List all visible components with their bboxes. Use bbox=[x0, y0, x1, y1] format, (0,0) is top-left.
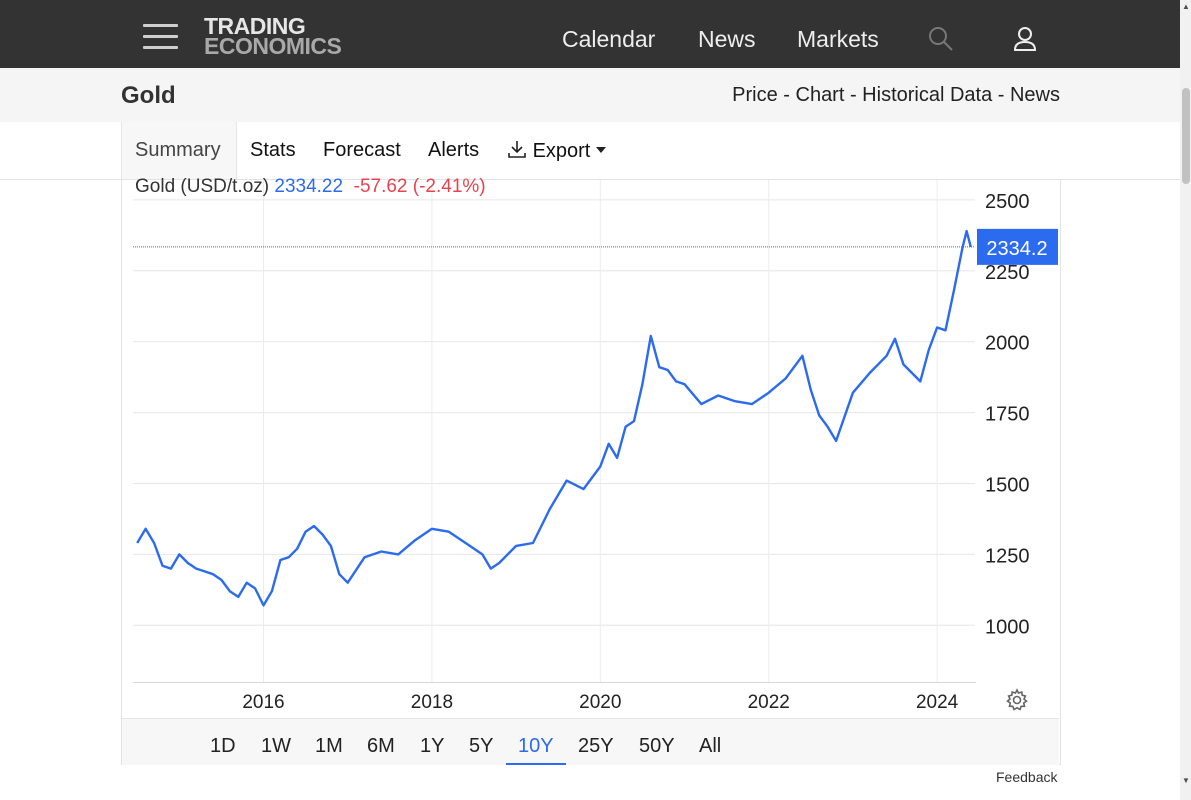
y-tick-label: 2250 bbox=[985, 262, 1030, 284]
download-icon bbox=[508, 141, 526, 158]
range-button-25y[interactable]: 25Y bbox=[578, 735, 614, 757]
tab-forecast[interactable]: Forecast bbox=[323, 139, 401, 161]
price-line bbox=[136, 229, 972, 607]
user-icon[interactable] bbox=[1013, 26, 1037, 57]
y-tick-label: 2500 bbox=[985, 191, 1030, 213]
feedback-link[interactable]: Feedback bbox=[996, 769, 1058, 785]
logo[interactable]: TRADING ECONOMICS bbox=[204, 13, 342, 59]
gear-icon[interactable] bbox=[1005, 688, 1029, 717]
range-selector: 1D 1W 1M 6M 1Y 5Y 10Y 25Y 50Y All bbox=[122, 718, 1059, 765]
breadcrumb-links[interactable]: Price - Chart - Historical Data - News bbox=[732, 84, 1060, 106]
price-change: -57.62 (-2.41%) bbox=[353, 176, 486, 197]
range-button-1y[interactable]: 1Y bbox=[420, 735, 445, 757]
scroll-up-icon[interactable]: ▲ bbox=[1182, 2, 1190, 11]
y-tick-label: 1250 bbox=[985, 545, 1030, 567]
last-value-label-bg bbox=[977, 228, 1058, 265]
instrument-name: Gold (USD/t.oz) bbox=[135, 176, 270, 197]
tab-active-background bbox=[121, 122, 237, 179]
search-icon[interactable] bbox=[928, 26, 954, 57]
x-tick-label: 2024 bbox=[916, 692, 959, 713]
y-tick-label: 1500 bbox=[985, 474, 1030, 496]
export-label: Export bbox=[532, 140, 591, 162]
range-button-all[interactable]: All bbox=[699, 735, 722, 757]
tab-alerts[interactable]: Alerts bbox=[428, 139, 480, 161]
chart-quote-header: Gold (USD/t.oz) 2334.22 -57.62 (-2.41%) bbox=[135, 176, 486, 198]
breadcrumb: Price - Chart - Historical Data - News bbox=[732, 84, 1060, 107]
scroll-down-icon[interactable]: ▼ bbox=[1182, 776, 1190, 785]
page-title: Gold bbox=[121, 82, 176, 109]
y-tick-label: 1750 bbox=[985, 404, 1030, 426]
scroll-thumb[interactable] bbox=[1182, 88, 1190, 184]
tab-bar: Summary Stats Forecast Alerts Export bbox=[0, 122, 1180, 180]
logo-line-1: TRADING bbox=[204, 13, 306, 39]
active-range-underline bbox=[506, 763, 566, 765]
range-button-5y[interactable]: 5Y bbox=[469, 735, 494, 757]
range-button-1d[interactable]: 1D bbox=[210, 735, 236, 757]
nav-link-calendar[interactable]: Calendar bbox=[562, 26, 656, 52]
x-tick-label: 2022 bbox=[748, 692, 790, 713]
x-tick-label: 2020 bbox=[579, 692, 621, 713]
caret-down-icon bbox=[595, 147, 606, 153]
range-button-10y[interactable]: 10Y bbox=[518, 735, 554, 757]
top-navigation-bar: TRADING ECONOMICS Calendar News Markets bbox=[0, 0, 1180, 68]
menu-icon[interactable] bbox=[143, 24, 178, 50]
tab-summary[interactable]: Summary bbox=[135, 139, 221, 161]
export-dropdown[interactable]: Export bbox=[507, 139, 606, 163]
logo-line-2: ECONOMICS bbox=[204, 33, 342, 59]
nav-link-markets[interactable]: Markets bbox=[797, 26, 879, 52]
title-bar: Gold Price - Chart - Historical Data - N… bbox=[0, 68, 1180, 123]
range-button-50y[interactable]: 50Y bbox=[639, 735, 675, 757]
x-tick-label: 2018 bbox=[411, 692, 453, 713]
range-button-1m[interactable]: 1M bbox=[315, 735, 343, 757]
range-button-1w[interactable]: 1W bbox=[261, 735, 291, 757]
scrollbar[interactable]: ▲ ▼ bbox=[1180, 0, 1191, 800]
y-tick-label: 2000 bbox=[985, 333, 1030, 355]
x-tick-label: 2016 bbox=[242, 692, 284, 713]
y-tick-label: 1000 bbox=[985, 616, 1030, 638]
range-button-6m[interactable]: 6M bbox=[367, 735, 395, 757]
tab-stats[interactable]: Stats bbox=[250, 139, 296, 161]
price-chart[interactable]: 1000 1250 1500 1750 2000 2250 2500 2016 2018 2020… bbox=[0, 0, 1180, 720]
nav-link-news[interactable]: News bbox=[698, 26, 756, 52]
last-value-label: 2334.2 bbox=[986, 238, 1047, 260]
last-price: 2334.22 bbox=[274, 176, 344, 197]
